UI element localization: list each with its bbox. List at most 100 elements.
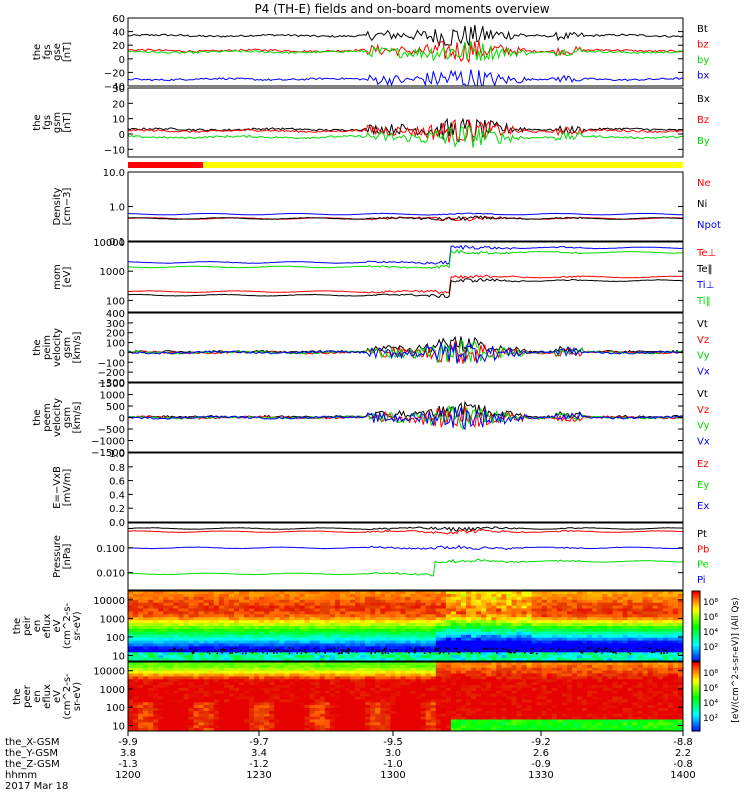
y-axis-label: the [32,44,43,60]
y-axis-label: [km/s] [72,401,83,433]
y-tick-label: 1000 [100,614,125,625]
x-tick-x-gsm: -9.7 [249,737,269,748]
y-tick-label: 0.8 [109,463,125,474]
y-tick-label: 200 [106,329,125,340]
y-tick-label: 300 [106,319,125,330]
x-row-label: the_X-GSM [5,737,59,748]
y-axis-label: (cm^2-s- [62,602,73,649]
colorbar-frame [691,590,701,662]
x-tick-y-gsm: 2.2 [675,748,691,759]
x-tick-hhmm: 1300 [380,770,405,781]
legend-Pb: Pb [697,544,709,555]
series-By [128,125,683,148]
x-tick-z-gsm: -1.2 [249,759,269,770]
y-tick-label: 1000 [100,267,125,278]
y-tick-label: 0.6 [109,477,125,488]
y-tick-label: 20 [112,41,125,52]
y-axis-label: the [32,339,43,355]
series-Ti‖ [128,248,683,270]
y-tick-label: 400 [106,309,125,320]
y-tick-label: 100 [106,339,125,350]
legend-Ni: Ni [697,199,707,210]
legend-Vx: Vx [697,366,710,377]
y-tick-label: −1500 [91,448,125,459]
x-tick-y-gsm: 3.8 [120,748,136,759]
series-bz [128,40,683,64]
y-tick-label: 60 [112,14,125,25]
status-bar-yellow [203,162,683,168]
figure-title: P4 (TH-E) fields and on-board moments ov… [254,2,549,16]
status-bar [128,162,683,168]
x-tick-z-gsm: -0.9 [531,759,551,770]
colorbar-tick: 10² [703,714,718,724]
y-axis-label: peim [42,335,53,360]
panel-pressure: 0.100 0.010 Pressure [nPa] Pt Pb Pe Pi [52,522,709,591]
y-axis-label: the [32,409,43,425]
legend-Te⊥: Te⊥ [696,248,716,259]
series-Ti⊥ [128,244,683,265]
y-tick-label: −100 [98,358,125,369]
series-Vt [128,335,683,354]
lines-peim_velocity [128,335,683,364]
panel-frame [127,312,684,383]
x-row-label: the_Y-GSM [5,748,58,759]
y-axis-label: the [32,114,43,130]
x-tick-hhmm: 1330 [528,770,553,781]
status-bar-red [128,162,203,168]
series-Bz [128,119,683,143]
series-Ni [128,215,683,222]
legend-Vz: Vz [697,335,709,346]
colorbar-frame [691,661,701,732]
y-tick-label: 1000 [100,685,125,696]
y-axis-label: peem [42,403,53,431]
y-axis-label: the [12,618,23,634]
y-axis-label: (cm^2-s- [62,673,73,720]
y-tick-label: 100 [106,703,125,714]
x-tick-y-gsm: 3.0 [385,748,401,759]
y-tick-label: 100 [106,296,125,307]
colorbar-tick: 10⁸ [703,598,718,608]
legend-Bz: Bz [697,115,709,126]
lines-fgs_gse [128,24,683,86]
y-axis-label: E=−VxB [52,466,63,509]
y-tick-label: 0.100 [96,544,125,555]
x-row-label: the_Z-GSM [5,759,60,770]
y-axis-label: fgs [42,44,53,59]
legend-Pi: Pi [697,575,706,586]
y-axis-label: velocity [52,398,63,437]
colorbar-tick: 10⁶ [703,684,718,694]
y-tick-label: 10000 [93,238,125,249]
series-Npot [128,212,683,216]
x-tick-hhmm: 1230 [246,770,271,781]
x-tick-y-gsm: 3.4 [251,748,267,759]
y-axis-label: gse [52,43,63,61]
legend-Vx: Vx [697,436,710,447]
series-Vt [128,400,683,419]
y-tick-label: 10 [112,722,125,733]
y-tick-label: 30 [112,84,125,95]
heatmap-peer_en_eflux [128,662,683,731]
y-axis-label: gsm [62,337,73,358]
panel-frame [127,87,684,158]
y-axis-label: eV [52,690,63,703]
y-tick-label: 1.0 [109,203,125,214]
y-tick-label: −300 [98,378,125,389]
colorbar-tick: 10⁴ [703,699,718,709]
y-tick-label: 10000 [93,596,125,607]
y-tick-label: 0.1 [109,237,125,248]
y-axis-label: eflux [42,614,53,639]
panel-frame [127,17,684,87]
colorbar-2: 10⁸ 10⁶ 10⁴ 10² [691,661,718,732]
y-tick-label: −10 [104,145,125,156]
legend-Bt: Bt [697,24,708,35]
colorbar-tick: 10⁴ [703,628,718,638]
lines-density [128,212,683,222]
panel-frame [127,171,684,242]
y-axis-label: the [12,688,23,704]
legend-Npot: Npot [697,220,721,231]
y-tick-label: −20 [104,68,125,79]
legend-Vt: Vt [697,389,708,400]
